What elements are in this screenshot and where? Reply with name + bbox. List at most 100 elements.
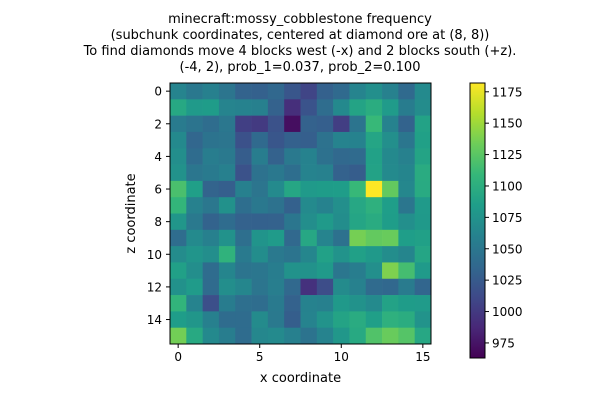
heatmap-cell	[382, 278, 399, 296]
heatmap-cell	[398, 131, 416, 149]
heatmap-cell	[284, 164, 301, 182]
heatmap-cell	[186, 164, 203, 182]
heatmap-cell	[349, 99, 367, 116]
heatmap-cell	[170, 246, 187, 263]
heatmap-cell	[218, 246, 236, 263]
colorbar-tick-label: 1150	[492, 117, 523, 131]
heatmap-cell	[414, 99, 432, 116]
heatmap-cell	[235, 229, 252, 247]
heatmap-cell	[218, 99, 236, 116]
heatmap-cell	[284, 83, 301, 100]
colorbar-tick-label: 1175	[492, 85, 523, 99]
y-tick-label: 10	[147, 248, 162, 262]
heatmap-cells	[170, 83, 432, 345]
heatmap-cell	[218, 131, 236, 149]
y-tick-label: 14	[147, 313, 162, 327]
heatmap-cell	[251, 148, 269, 165]
heatmap-cell	[235, 180, 252, 198]
heatmap-cell	[218, 278, 236, 296]
heatmap-cell	[316, 295, 334, 312]
heatmap-cell	[349, 246, 367, 263]
heatmap-cell	[300, 131, 318, 149]
heatmap-cell	[333, 213, 350, 231]
heatmap-cell	[202, 311, 220, 329]
heatmap-cell	[170, 83, 187, 100]
heatmap-cell	[333, 278, 350, 296]
heatmap-cell	[284, 148, 301, 165]
heatmap-cell	[284, 311, 301, 329]
heatmap-cell	[382, 99, 399, 116]
heatmap-cell	[414, 197, 432, 214]
heatmap-cell	[202, 99, 220, 116]
heatmap-cell	[267, 262, 285, 280]
heatmap-cell	[284, 327, 301, 345]
heatmap-cell	[186, 327, 203, 345]
heatmap-cell	[284, 213, 301, 231]
heatmap-cell	[349, 197, 367, 214]
y-tick-label: 12	[147, 280, 162, 294]
heatmap-cell	[300, 295, 318, 312]
heatmap-cell	[186, 83, 203, 100]
heatmap-cell	[251, 246, 269, 263]
heatmap-cell	[300, 148, 318, 165]
chart-title-line-1: minecraft:mossy_cobblestone frequency	[168, 12, 432, 27]
heatmap-cell	[284, 278, 301, 296]
heatmap-cell	[382, 164, 399, 182]
heatmap-cell	[284, 246, 301, 263]
heatmap-cell	[202, 115, 220, 133]
heatmap-cell	[284, 262, 301, 280]
heatmap-cell	[251, 262, 269, 280]
heatmap-cell	[349, 327, 367, 345]
heatmap-cell	[382, 180, 399, 198]
heatmap-cell	[349, 278, 367, 296]
heatmap-cell	[202, 131, 220, 149]
heatmap-cell	[202, 229, 220, 247]
heatmap-cell	[251, 164, 269, 182]
x-tick-label: 0	[174, 350, 182, 364]
heatmap-cell	[202, 83, 220, 100]
heatmap-cell	[414, 262, 432, 280]
x-tick-label: 5	[256, 350, 264, 364]
heatmap-cell	[186, 295, 203, 312]
heatmap-cell	[251, 278, 269, 296]
heatmap-cell	[235, 262, 252, 280]
heatmap-cell	[218, 83, 236, 100]
heatmap-cell	[300, 229, 318, 247]
heatmap-cell	[316, 229, 334, 247]
heatmap-cell	[300, 327, 318, 345]
y-tick-label: 4	[154, 150, 162, 164]
heatmap-cell	[365, 213, 383, 231]
heatmap-cell	[218, 311, 236, 329]
heatmap-cell	[218, 213, 236, 231]
heatmap-cell	[218, 262, 236, 280]
heatmap-cell	[186, 262, 203, 280]
heatmap-cell	[267, 148, 285, 165]
heatmap-cell	[202, 197, 220, 214]
heatmap-cell	[202, 213, 220, 231]
heatmap-cell	[284, 180, 301, 198]
heatmap-cell	[398, 262, 416, 280]
heatmap-cell	[235, 83, 252, 100]
heatmap-cell	[398, 180, 416, 198]
heatmap-cell	[300, 99, 318, 116]
heatmap-cell	[349, 229, 367, 247]
heatmap-cell	[365, 197, 383, 214]
heatmap-cell	[333, 295, 350, 312]
plot-frame	[169, 82, 432, 345]
heatmap-cell	[333, 131, 350, 149]
heatmap-cell	[365, 164, 383, 182]
heatmap-cell	[170, 197, 187, 214]
heatmap-cell	[170, 262, 187, 280]
heatmap-cell	[398, 213, 416, 231]
heatmap-cell	[414, 246, 432, 263]
heatmap-cell	[235, 213, 252, 231]
heatmap-cell	[300, 164, 318, 182]
heatmap-cell	[333, 83, 350, 100]
heatmap-cell	[235, 148, 252, 165]
heatmap-cell	[414, 131, 432, 149]
heatmap-cell	[218, 197, 236, 214]
heatmap-cell	[235, 295, 252, 312]
colorbar-frame	[469, 82, 486, 359]
heatmap-cell	[267, 197, 285, 214]
heatmap-cell	[186, 278, 203, 296]
